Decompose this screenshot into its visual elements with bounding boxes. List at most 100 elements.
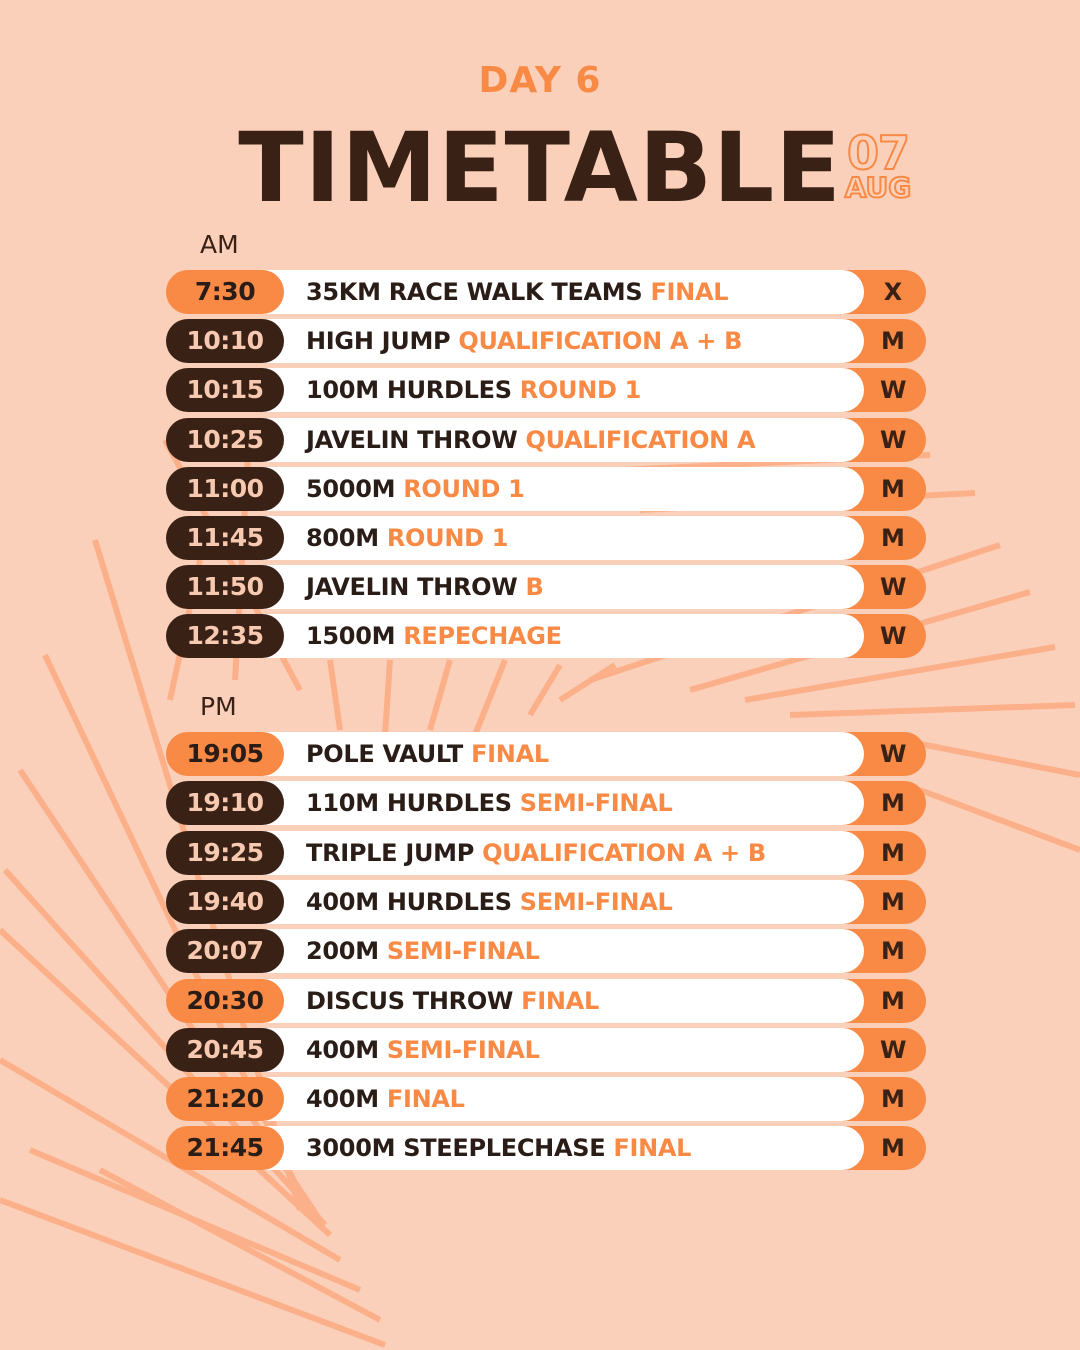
schedule-row: W 1500M REPECHAGE 12:35 xyxy=(166,614,926,659)
time-pill: 19:10 xyxy=(166,781,284,826)
event-name: POLE VAULT xyxy=(306,740,463,768)
schedule-row: W JAVELIN THROW B 11:50 xyxy=(166,565,926,610)
time-pill: 19:40 xyxy=(166,879,284,924)
event-cell: TRIPLE JUMP QUALIFICATION A + B xyxy=(226,830,864,875)
event-stage: FINAL xyxy=(650,278,729,306)
event-stage: FINAL xyxy=(613,1134,692,1163)
event-cell: JAVELIN THROW QUALIFICATION A xyxy=(226,417,864,462)
category-label: M xyxy=(881,327,905,356)
schedule-row: M 3000M STEEPLECHASE FINAL 21:45 xyxy=(166,1126,926,1171)
time-pill: 10:15 xyxy=(166,368,284,413)
page-title: TIMETABLE xyxy=(238,112,842,224)
event-stage: SEMI-FINAL xyxy=(386,937,540,966)
category-label: W xyxy=(880,740,907,768)
category-label: W xyxy=(880,622,907,651)
time-pill: 19:05 xyxy=(166,732,284,776)
event-name: 400M xyxy=(306,1035,379,1064)
schedule-row: M 200M SEMI-FINAL 20:07 xyxy=(166,929,926,974)
event-stage: ROUND 1 xyxy=(386,524,509,552)
category-label: X xyxy=(883,278,903,306)
event-name: 400M HURDLES xyxy=(306,887,512,916)
event-name: 3000M STEEPLECHASE xyxy=(306,1134,606,1163)
event-stage: FINAL xyxy=(471,740,549,768)
category-label: M xyxy=(881,1134,905,1163)
event-name: 110M HURDLES xyxy=(306,789,512,818)
schedule-row: M 110M HURDLES SEMI-FINAL 19:10 xyxy=(166,781,926,826)
event-stage: QUALIFICATION A xyxy=(525,425,756,454)
event-cell: DISCUS THROW FINAL xyxy=(226,978,864,1023)
schedule-row: W POLE VAULT FINAL 19:05 xyxy=(166,732,926,776)
event-name: 5000M xyxy=(306,474,396,503)
date-month: AUG xyxy=(844,171,913,204)
event-cell: 3000M STEEPLECHASE FINAL xyxy=(226,1126,864,1171)
event-name: 800M xyxy=(306,524,379,552)
category-label: W xyxy=(880,425,907,454)
event-cell: 800M ROUND 1 xyxy=(226,516,864,560)
event-cell: 200M SEMI-FINAL xyxy=(226,929,864,974)
time-pill: 12:35 xyxy=(166,614,284,659)
schedule-row: M 400M HURDLES SEMI-FINAL 19:40 xyxy=(166,879,926,924)
event-cell: JAVELIN THROW B xyxy=(226,565,864,610)
schedule-row: W 100M HURDLES ROUND 1 10:15 xyxy=(166,368,926,413)
date-badge: 07 AUG xyxy=(838,126,918,204)
event-cell: POLE VAULT FINAL xyxy=(226,732,864,776)
section-label-pm: PM xyxy=(200,692,237,721)
event-name: 400M xyxy=(306,1085,379,1114)
category-label: M xyxy=(881,838,905,867)
event-stage: REPECHAGE xyxy=(403,622,562,651)
schedule-row: M 800M ROUND 1 11:45 xyxy=(166,516,926,560)
event-name: 100M HURDLES xyxy=(306,376,512,405)
time-pill: 20:07 xyxy=(166,929,284,974)
category-label: W xyxy=(880,1035,907,1064)
event-stage: SEMI-FINAL xyxy=(519,789,673,818)
event-stage: QUALIFICATION A + B xyxy=(458,327,743,356)
event-stage: ROUND 1 xyxy=(403,474,525,503)
schedule-row: M HIGH JUMP QUALIFICATION A + B 10:10 xyxy=(166,319,926,364)
event-stage: SEMI-FINAL xyxy=(519,887,673,916)
schedule-row: W JAVELIN THROW QUALIFICATION A 10:25 xyxy=(166,417,926,462)
event-name: JAVELIN THROW xyxy=(306,425,518,454)
time-pill: 21:20 xyxy=(166,1077,284,1122)
section-label-am: AM xyxy=(200,230,239,259)
time-pill: 11:45 xyxy=(166,516,284,560)
event-stage: QUALIFICATION A + B xyxy=(482,838,766,867)
category-label: M xyxy=(881,524,905,552)
category-label: M xyxy=(881,986,905,1015)
day-label: DAY 6 xyxy=(478,60,602,101)
event-cell: HIGH JUMP QUALIFICATION A + B xyxy=(226,319,864,364)
time-pill: 21:45 xyxy=(166,1126,284,1171)
category-label: W xyxy=(880,376,907,405)
category-label: M xyxy=(881,474,905,503)
time-pill: 7:30 xyxy=(166,270,284,314)
event-name: 200M xyxy=(306,937,379,966)
schedule-row: W 400M SEMI-FINAL 20:45 xyxy=(166,1027,926,1072)
category-label: M xyxy=(881,937,905,966)
event-stage: FINAL xyxy=(386,1085,465,1114)
category-label: M xyxy=(881,789,905,818)
event-stage: ROUND 1 xyxy=(519,376,642,405)
event-cell: 400M FINAL xyxy=(226,1077,864,1122)
time-pill: 20:30 xyxy=(166,978,284,1023)
date-day: 07 xyxy=(846,126,911,180)
event-cell: 110M HURDLES SEMI-FINAL xyxy=(226,781,864,826)
event-name: JAVELIN THROW xyxy=(306,573,518,602)
event-name: HIGH JUMP xyxy=(306,327,451,356)
schedule-row: M DISCUS THROW FINAL 20:30 xyxy=(166,978,926,1023)
event-stage: SEMI-FINAL xyxy=(386,1035,540,1064)
event-cell: 35KM RACE WALK TEAMS FINAL xyxy=(226,270,864,314)
schedule-row: M 5000M ROUND 1 11:00 xyxy=(166,466,926,511)
schedule-row: M TRIPLE JUMP QUALIFICATION A + B 19:25 xyxy=(166,830,926,875)
event-cell: 5000M ROUND 1 xyxy=(226,466,864,511)
event-name: DISCUS THROW xyxy=(306,986,514,1015)
time-pill: 11:00 xyxy=(166,466,284,511)
event-name: 1500M xyxy=(306,622,396,651)
event-cell: 400M SEMI-FINAL xyxy=(226,1027,864,1072)
time-pill: 11:50 xyxy=(166,565,284,610)
event-cell: 100M HURDLES ROUND 1 xyxy=(226,368,864,413)
event-name: TRIPLE JUMP xyxy=(306,838,475,867)
category-label: M xyxy=(881,887,905,916)
time-pill: 19:25 xyxy=(166,830,284,875)
schedule-row: M 400M FINAL 21:20 xyxy=(166,1077,926,1122)
event-cell: 400M HURDLES SEMI-FINAL xyxy=(226,879,864,924)
time-pill: 20:45 xyxy=(166,1027,284,1072)
